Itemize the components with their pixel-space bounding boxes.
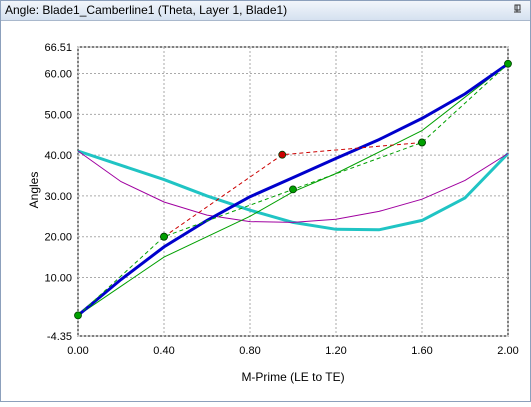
y-tick-label: 50.00 [44,109,72,121]
control-point [504,59,512,68]
title-bar [1,1,530,20]
x-tick-label: 1.60 [411,345,432,357]
y-axis-label: Angles [27,172,41,209]
series-line [77,62,509,317]
y-tick-label: 66.51 [44,42,72,54]
y-tick-label: 60.00 [44,69,72,81]
panel-title: Angle: Blade1_Camberline1 (Theta, Layer … [5,3,287,17]
y-tick-label: 20.00 [44,232,72,244]
x-tick-label: 0.40 [153,345,174,357]
x-tick-label: 2.00 [497,345,518,357]
control-point [74,311,82,320]
control-point [289,185,297,194]
control-point [418,138,426,147]
y-tick-label: 10.00 [44,272,72,284]
y-tick-label: 30.00 [44,191,72,203]
control-point [160,232,168,241]
pin-button[interactable] [514,4,521,13]
x-tick-label: 0.00 [67,345,88,357]
x-axis-label: M-Prime (LE to TE) [241,370,344,384]
y-tick-label: 40.00 [44,150,72,162]
control-point [278,150,287,159]
series-line [77,150,509,223]
x-tick-label: 1.20 [325,345,346,357]
x-tick-label: 0.80 [239,345,260,357]
y-tick-label: -4.35 [47,331,72,343]
